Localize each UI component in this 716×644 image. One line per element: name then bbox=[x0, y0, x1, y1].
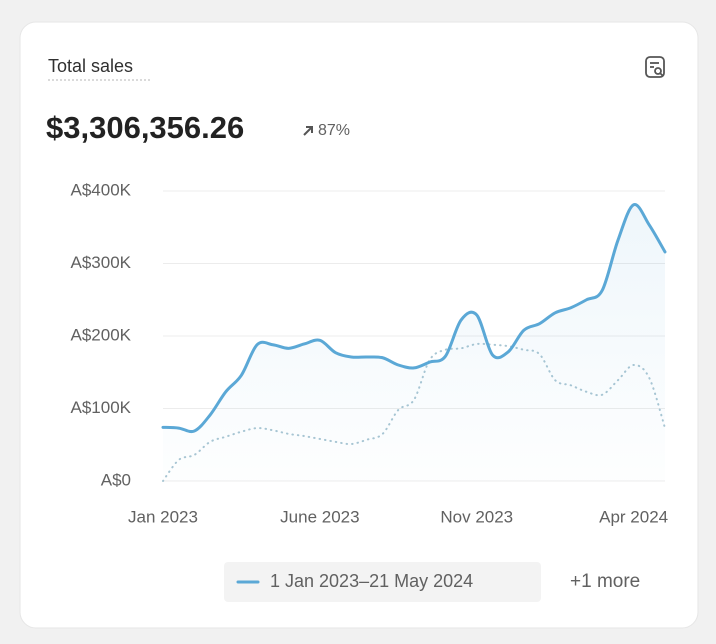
trend-up-icon bbox=[303, 126, 313, 136]
legend-label: 1 Jan 2023–21 May 2024 bbox=[270, 571, 473, 591]
legend-box[interactable] bbox=[224, 562, 541, 602]
series-line bbox=[161, 203, 667, 434]
y-tick-label: A$400K bbox=[71, 180, 132, 199]
y-tick-label: A$100K bbox=[71, 398, 132, 417]
x-tick-label: Jan 2023 bbox=[128, 507, 198, 526]
card-title[interactable]: Total sales bbox=[48, 56, 133, 76]
total-value: $3,306,356.26 bbox=[46, 110, 244, 145]
change-percent: 87% bbox=[318, 122, 350, 139]
y-tick-label: A$0 bbox=[101, 470, 131, 489]
y-tick-label: A$300K bbox=[71, 253, 132, 272]
series-area bbox=[163, 204, 665, 482]
chart-options-icon[interactable] bbox=[645, 56, 665, 78]
more-legend[interactable]: +1 more bbox=[570, 571, 640, 592]
x-tick-label: June 2023 bbox=[280, 507, 359, 526]
y-tick-label: A$200K bbox=[71, 325, 132, 344]
x-tick-label: Nov 2023 bbox=[440, 507, 513, 526]
x-tick-label: Apr 2024 bbox=[599, 507, 668, 526]
plot: A$0 A$100K A$200K A$300K A$400K Jan 2023 June … bbox=[71, 180, 669, 526]
